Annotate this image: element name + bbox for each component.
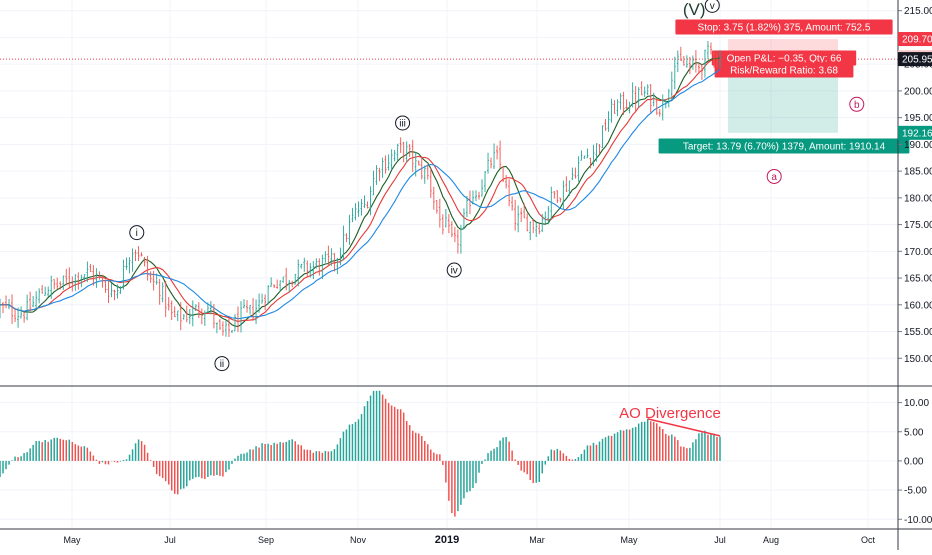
ao-tick-label: -5.00 (904, 486, 927, 497)
wave-label-circle (704, 0, 720, 13)
wave-label: (V) (683, 0, 706, 19)
time-tick-label: May (620, 535, 638, 545)
position-tool[interactable]: Stop: 3.75 (1.82%) 375, Amount: 752.5 Ope… (0, 19, 910, 154)
ao-tick-label: 0.00 (904, 456, 924, 467)
time-tick-label: Sep (258, 535, 274, 545)
wave-label: v (710, 1, 715, 12)
price-tick-label: 150.00 (904, 354, 932, 365)
wave-label-circle (129, 225, 145, 241)
ma-medium-line (0, 59, 721, 322)
price-marker-box (898, 32, 932, 47)
rr-label: Risk/Reward Ratio: 3.68 (730, 66, 838, 77)
wave-label-circle (446, 262, 462, 278)
ao-tick-label: 5.00 (904, 427, 924, 438)
wave-label: a (771, 172, 777, 183)
price-tick-label: 155.00 (904, 327, 932, 338)
time-tick-label: Mar (529, 535, 545, 545)
wave-label-circle (849, 96, 865, 112)
ao-tick-label: 10.00 (904, 398, 929, 409)
time-tick-label: Jul (714, 535, 726, 545)
wave-label-circle (214, 356, 230, 372)
time-tick-label: 2019 (435, 534, 459, 546)
wave-label: i (136, 228, 138, 239)
price-tick-label: 215.00 (904, 6, 932, 17)
divergence-label: AO Divergence (619, 405, 721, 422)
time-tick-label: Jul (164, 535, 176, 545)
target-label-box (658, 138, 910, 154)
price-tick-label: 190.00 (904, 140, 932, 151)
price-marker-label: 209.70 (902, 35, 932, 46)
price-tick-label: 195.00 (904, 113, 932, 124)
ma-fast-line (0, 57, 721, 328)
stop-label-box (675, 19, 893, 35)
price-marker-label: 192.16 (902, 128, 932, 139)
divergence-line (647, 418, 721, 437)
wave-label: b (854, 100, 860, 111)
wave-label: iii (399, 118, 406, 129)
rr-label-box (714, 62, 854, 78)
ao-histogram (0, 390, 721, 517)
price-tick-label: 165.00 (904, 274, 932, 285)
price-tick-label: 180.00 (904, 193, 932, 204)
candles (0, 40, 721, 337)
target-label: Target: 13.79 (6.70%) 1379, Amount: 1910… (683, 142, 886, 153)
stop-label: Stop: 3.75 (1.82%) 375, Amount: 752.5 (698, 23, 871, 34)
price-tick-label: 170.00 (904, 247, 932, 258)
time-tick-label: May (63, 535, 81, 545)
ma-slow-line (0, 68, 721, 320)
wave-label-circle (395, 115, 411, 131)
price-marker-box (898, 125, 932, 140)
wave-label: iv (451, 266, 458, 277)
pnl-label-box (711, 50, 857, 66)
time-tick-label: Nov (350, 535, 367, 545)
price-marker-box (898, 52, 932, 67)
time-tick-label: Oct (861, 535, 876, 545)
price-marker-label: 205.95 (902, 55, 932, 66)
moving-averages (0, 57, 721, 328)
ao-tick-label: -10.00 (904, 515, 932, 526)
wave-label-circle (766, 168, 782, 184)
price-tick-label: 185.00 (904, 167, 932, 178)
pnl-label: Open P&L: −0.35, Qty: 66 (727, 54, 842, 65)
gridlines (0, 0, 898, 528)
price-tick-label: 160.00 (904, 300, 932, 311)
wave-label: ii (220, 359, 224, 370)
price-tick-label: 200.00 (904, 86, 932, 97)
time-tick-label: Aug (763, 535, 779, 545)
price-tick-label: 175.00 (904, 220, 932, 231)
